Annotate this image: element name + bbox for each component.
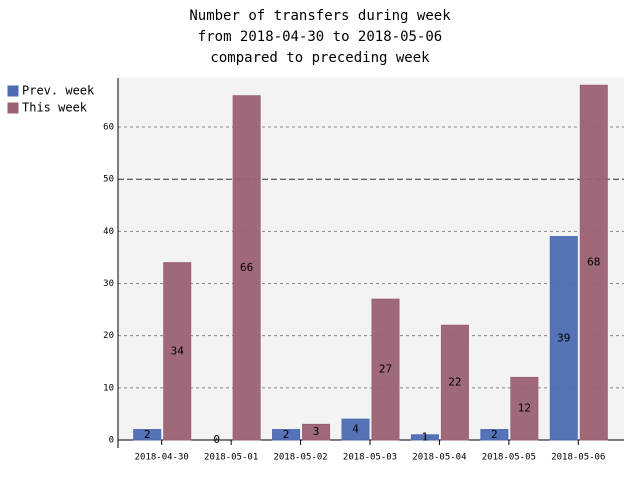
y-tick-label: 0 (109, 436, 114, 446)
data-label: 2 (491, 428, 498, 441)
bar (302, 423, 331, 441)
data-label: 2 (144, 428, 151, 441)
data-label: 12 (518, 402, 531, 415)
bar (163, 262, 192, 441)
chart-title: compared to preceding week (210, 50, 430, 66)
data-label: 22 (448, 376, 461, 389)
y-tick-label: 40 (103, 227, 114, 237)
bar (133, 429, 162, 441)
bar (232, 95, 261, 441)
bar (549, 236, 578, 441)
plot-background (118, 78, 624, 440)
y-tick-label: 10 (103, 383, 114, 393)
bar (480, 429, 509, 441)
y-tick-label: 30 (103, 279, 114, 289)
data-label: 3 (313, 425, 320, 438)
data-label: 39 (557, 331, 570, 344)
chart-title: Number of transfers during week (189, 8, 451, 24)
bar (579, 84, 608, 441)
data-label: 66 (240, 261, 253, 274)
y-tick-label: 60 (103, 123, 114, 133)
x-tick-label: 2018-05-02 (273, 453, 327, 463)
x-tick-label: 2018-05-04 (412, 453, 466, 463)
data-label: 1 (422, 430, 429, 443)
bar (440, 324, 469, 441)
chart-title: from 2018-04-30 to 2018-05-06 (198, 29, 442, 45)
bar (510, 376, 539, 441)
x-tick-label: 2018-05-01 (204, 453, 258, 463)
data-label: 27 (379, 363, 392, 376)
data-label: 0 (213, 433, 220, 446)
x-tick-label: 2018-05-05 (482, 453, 536, 463)
legend-label: Prev. week (22, 84, 95, 98)
legend-swatch (7, 102, 19, 114)
legend-label: This week (22, 101, 88, 115)
data-label: 2 (283, 428, 290, 441)
bar (341, 418, 370, 441)
bar (371, 298, 400, 441)
x-tick-label: 2018-05-06 (551, 453, 605, 463)
y-tick-label: 50 (103, 175, 114, 185)
legend-swatch (7, 85, 19, 97)
x-tick-label: 2018-05-03 (343, 453, 397, 463)
data-label: 34 (171, 344, 185, 357)
bar (272, 429, 301, 441)
data-label: 4 (352, 423, 359, 436)
x-tick-label: 2018-04-30 (135, 453, 189, 463)
bar (410, 434, 439, 441)
data-label: 68 (587, 256, 600, 269)
y-tick-label: 20 (103, 331, 114, 341)
